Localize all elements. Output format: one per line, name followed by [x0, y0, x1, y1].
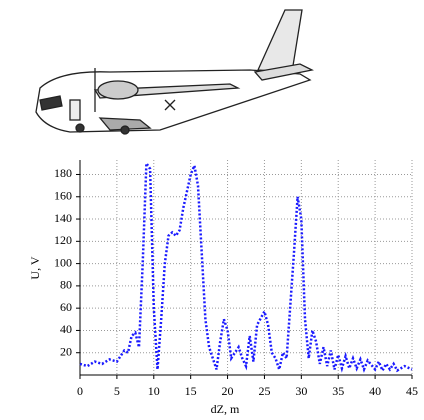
x-tick-label: 20: [222, 384, 234, 398]
y-tick-label: 100: [54, 255, 72, 269]
airplane-drawing: [35, 9, 314, 135]
x-tick-label: 5: [114, 384, 120, 398]
x-tick-label: 30: [295, 384, 307, 398]
x-tick-label: 15: [185, 384, 197, 398]
x-tick-label: 10: [148, 384, 160, 398]
y-tick-label: 180: [54, 166, 72, 180]
y-tick-label: 20: [60, 344, 72, 358]
y-tick-label: 60: [60, 300, 72, 314]
y-tick-label: 80: [60, 278, 72, 292]
x-axis-label: dZ, m: [211, 402, 240, 415]
y-tick-label: 160: [54, 189, 72, 203]
y-tick-label: 140: [54, 211, 72, 225]
x-tick-label: 35: [332, 384, 344, 398]
y-tick-label: 120: [54, 233, 72, 247]
data-line: [79, 159, 413, 375]
y-tick-label: 40: [60, 322, 72, 336]
x-tick-label: 25: [258, 384, 270, 398]
x-tick-label: 0: [77, 384, 83, 398]
x-tick-label: 45: [406, 384, 418, 398]
y-axis-label: U, V: [28, 256, 42, 279]
x-tick-label: 40: [369, 384, 381, 398]
